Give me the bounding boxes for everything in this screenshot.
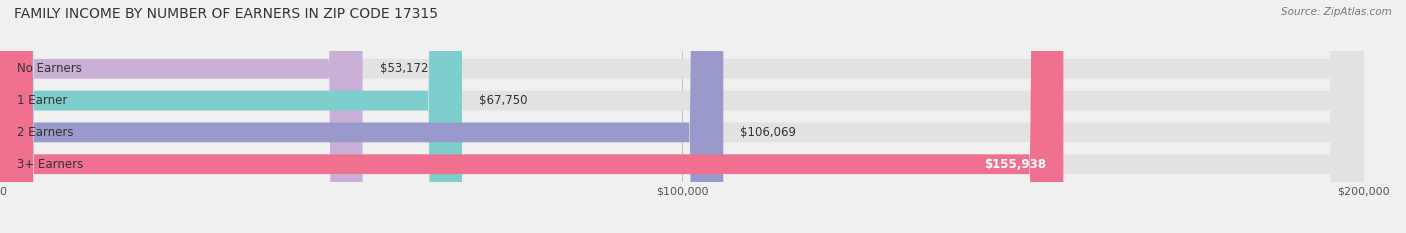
Text: $53,172: $53,172 <box>380 62 429 75</box>
Text: Source: ZipAtlas.com: Source: ZipAtlas.com <box>1281 7 1392 17</box>
Text: $67,750: $67,750 <box>479 94 527 107</box>
Text: $106,069: $106,069 <box>741 126 796 139</box>
FancyBboxPatch shape <box>0 0 723 233</box>
Text: 3+ Earners: 3+ Earners <box>17 158 83 171</box>
Text: $155,938: $155,938 <box>984 158 1046 171</box>
FancyBboxPatch shape <box>0 0 1364 233</box>
FancyBboxPatch shape <box>0 0 1364 233</box>
FancyBboxPatch shape <box>0 0 1364 233</box>
FancyBboxPatch shape <box>0 0 463 233</box>
Text: FAMILY INCOME BY NUMBER OF EARNERS IN ZIP CODE 17315: FAMILY INCOME BY NUMBER OF EARNERS IN ZI… <box>14 7 439 21</box>
Text: No Earners: No Earners <box>17 62 82 75</box>
FancyBboxPatch shape <box>0 0 363 233</box>
FancyBboxPatch shape <box>0 0 1364 233</box>
FancyBboxPatch shape <box>0 0 1063 233</box>
Text: 1 Earner: 1 Earner <box>17 94 67 107</box>
Text: 2 Earners: 2 Earners <box>17 126 73 139</box>
